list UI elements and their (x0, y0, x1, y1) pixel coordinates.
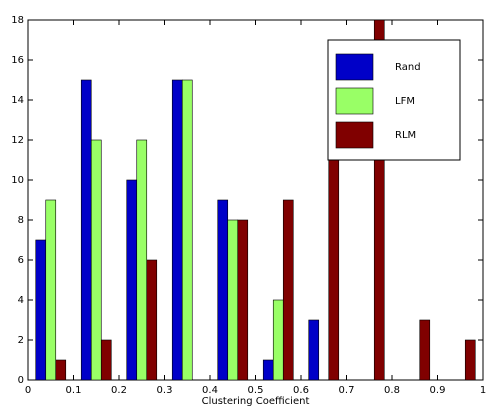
bar (100, 339, 112, 381)
x-tick-label: 0.4 (202, 385, 218, 396)
x-tick-label: 0.5 (248, 385, 264, 396)
bar (217, 199, 229, 381)
legend-label: RLM (395, 130, 416, 141)
x-tick-label: 0.7 (339, 385, 355, 396)
legend-swatch (335, 53, 374, 81)
bar (262, 359, 274, 381)
x-axis-label: Clustering Coefficient (202, 396, 310, 407)
y-tick-label: 12 (11, 135, 24, 146)
y-tick-label: 14 (11, 95, 24, 106)
bar (35, 239, 47, 381)
bar (181, 79, 193, 381)
y-tick-label: 6 (18, 255, 24, 266)
bar (45, 199, 57, 381)
y-tick-label: 2 (18, 335, 24, 346)
x-tick-label: 0.2 (111, 385, 127, 396)
y-tick-label: 0 (18, 375, 24, 386)
bar (419, 319, 431, 381)
y-tick-label: 16 (11, 55, 24, 66)
bar (80, 79, 92, 381)
x-tick-label: 0 (25, 385, 31, 396)
y-tick-label: 18 (11, 15, 24, 26)
y-tick-label: 4 (18, 295, 24, 306)
bar (227, 219, 239, 381)
bar (328, 159, 340, 381)
legend-label: Rand (395, 62, 421, 73)
bar (55, 359, 67, 381)
bar (90, 139, 102, 381)
legend-swatch (335, 121, 374, 149)
bar (126, 179, 138, 381)
bar (146, 259, 158, 381)
x-tick-label: 0.3 (157, 385, 173, 396)
y-tick-label: 8 (18, 215, 24, 226)
bar (136, 139, 148, 381)
y-tick-label: 10 (11, 175, 24, 186)
x-tick-label: 0.8 (384, 385, 400, 396)
x-tick-label: 0.6 (293, 385, 309, 396)
x-tick-label: 0.9 (430, 385, 446, 396)
legend-swatch (335, 87, 374, 115)
x-tick-label: 0.1 (66, 385, 82, 396)
bar (308, 319, 320, 381)
bar (282, 199, 294, 381)
bar (373, 19, 385, 381)
bar (464, 339, 476, 381)
bar (272, 299, 284, 381)
legend-label: LFM (395, 96, 415, 107)
bar (237, 219, 249, 381)
bar (171, 79, 183, 381)
x-tick-label: 1 (480, 385, 486, 396)
